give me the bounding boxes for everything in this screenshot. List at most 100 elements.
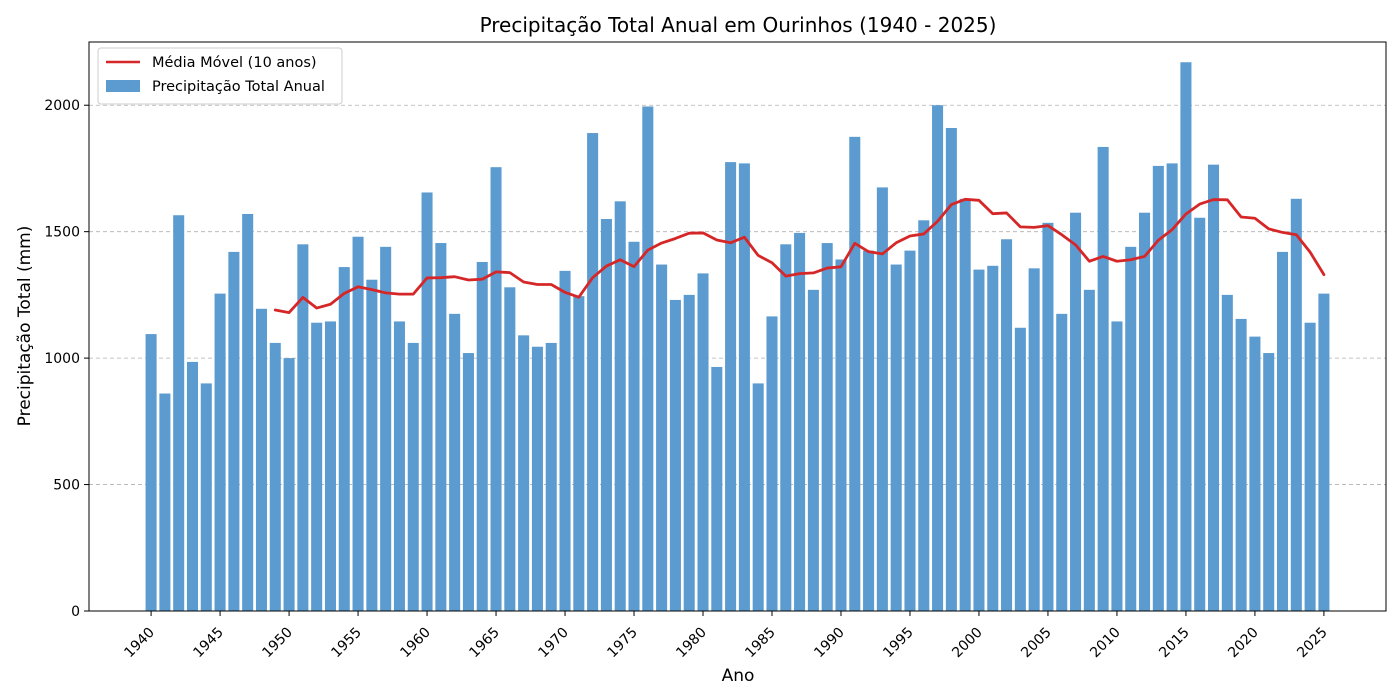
bar-1994 — [890, 264, 902, 611]
bar-1982 — [725, 162, 737, 611]
legend-box — [97, 47, 343, 105]
bar-2014 — [1166, 163, 1178, 612]
bar-1998 — [945, 127, 957, 611]
bar-1973 — [600, 219, 612, 611]
bar-1954 — [338, 267, 350, 611]
y-tick-label-0: 0 — [71, 604, 80, 620]
x-tick-label-1955: 1955 — [328, 625, 365, 662]
bar-2003 — [1014, 327, 1026, 611]
bar-1958 — [393, 321, 405, 611]
bar-1962 — [449, 313, 461, 611]
bar-2015 — [1180, 62, 1192, 612]
bar-1985 — [766, 316, 778, 611]
bar-1956 — [366, 279, 378, 611]
bar-1975 — [628, 241, 640, 611]
bar-1997 — [932, 105, 944, 611]
x-tick-label-2020: 2020 — [1225, 625, 1262, 662]
x-tick-label-2025: 2025 — [1294, 625, 1331, 662]
x-tick-label-1995: 1995 — [880, 625, 917, 662]
x-tick-label-1950: 1950 — [259, 625, 296, 662]
bar-2017 — [1208, 164, 1220, 611]
bar-1987 — [794, 232, 806, 612]
x-tick-label-1980: 1980 — [673, 625, 710, 662]
bar-1940 — [145, 334, 157, 611]
bar-2007 — [1070, 212, 1082, 611]
bar-1990 — [835, 259, 847, 611]
bar-series — [145, 62, 1330, 612]
bar-1945 — [214, 293, 226, 611]
bar-1983 — [738, 163, 750, 612]
bar-2006 — [1056, 313, 1068, 611]
bar-1966 — [504, 287, 516, 611]
x-tick-label-1975: 1975 — [604, 625, 641, 662]
bar-1988 — [807, 289, 819, 611]
x-tick-label-2015: 2015 — [1156, 625, 1193, 662]
bar-1974 — [614, 201, 626, 611]
bar-1963 — [462, 353, 474, 611]
bar-1970 — [559, 270, 571, 611]
bar-1980 — [697, 273, 709, 611]
y-tick-label-500: 500 — [53, 478, 80, 494]
bar-2002 — [1001, 239, 1013, 611]
bar-2019 — [1235, 318, 1247, 611]
x-axis: 1940 1945 1950 1955 1960 1965 1970 1975 1980 1985… — [121, 611, 1331, 662]
bar-1959 — [407, 342, 419, 611]
bar-1942 — [173, 215, 185, 611]
bar-2013 — [1152, 165, 1164, 611]
bar-1952 — [311, 322, 323, 611]
bar-1978 — [669, 299, 681, 611]
bar-1943 — [186, 361, 199, 611]
bar-2001 — [987, 265, 999, 611]
legend-swatch-annual-precipitation — [106, 80, 140, 92]
bar-1946 — [228, 251, 240, 612]
legend-label-annual-precipitation: Precipitação Total Anual — [152, 79, 325, 95]
bar-1955 — [352, 236, 364, 612]
bar-2024 — [1304, 322, 1316, 611]
bar-2012 — [1139, 212, 1151, 611]
bar-1941 — [159, 393, 171, 611]
moving-average-line — [273, 197, 1326, 314]
bar-1944 — [200, 383, 212, 611]
bar-2018 — [1221, 294, 1233, 611]
x-axis-label: Ano — [722, 666, 755, 686]
bar-2004 — [1028, 268, 1040, 611]
y-tick-label-1000: 1000 — [44, 351, 80, 367]
bar-1972 — [587, 133, 599, 612]
bar-1971 — [573, 296, 585, 611]
chart-title: Precipitação Total Anual em Ourinhos (19… — [480, 13, 997, 37]
bar-2020 — [1249, 336, 1261, 611]
bar-1977 — [656, 264, 668, 611]
x-tick-label-1970: 1970 — [535, 625, 572, 662]
legend: Média Móvel (10 anos) Precipitação Total… — [97, 47, 343, 105]
bar-1979 — [683, 294, 695, 611]
bar-1996 — [918, 220, 930, 611]
bar-1991 — [849, 136, 861, 612]
bar-1968 — [531, 346, 543, 611]
bar-2016 — [1194, 217, 1206, 611]
bar-1947 — [242, 213, 254, 611]
x-tick-label-1965: 1965 — [466, 625, 503, 662]
x-tick-label-2005: 2005 — [1018, 625, 1055, 662]
bar-1961 — [435, 243, 447, 611]
bar-2010 — [1111, 321, 1123, 611]
bar-1949 — [269, 342, 281, 611]
bar-2009 — [1097, 146, 1109, 611]
x-tick-label-1940: 1940 — [121, 625, 158, 662]
y-axis: 0 500 1000 1500 2000 — [44, 98, 89, 620]
bar-1969 — [545, 342, 557, 611]
y-tick-label-2000: 2000 — [44, 98, 80, 114]
bar-1964 — [476, 262, 488, 611]
bar-1995 — [904, 250, 916, 611]
bar-2008 — [1083, 289, 1095, 611]
line-series — [273, 197, 1326, 314]
bar-1992 — [863, 250, 875, 611]
x-tick-label-2000: 2000 — [949, 625, 986, 662]
bar-2022 — [1276, 251, 1289, 612]
bar-1957 — [380, 246, 392, 611]
x-tick-label-1990: 1990 — [811, 625, 848, 662]
bar-1960 — [421, 192, 433, 612]
y-axis-label: Precipitação Total (mm) — [15, 226, 35, 427]
bar-2023 — [1290, 198, 1302, 611]
bar-1948 — [255, 308, 267, 611]
